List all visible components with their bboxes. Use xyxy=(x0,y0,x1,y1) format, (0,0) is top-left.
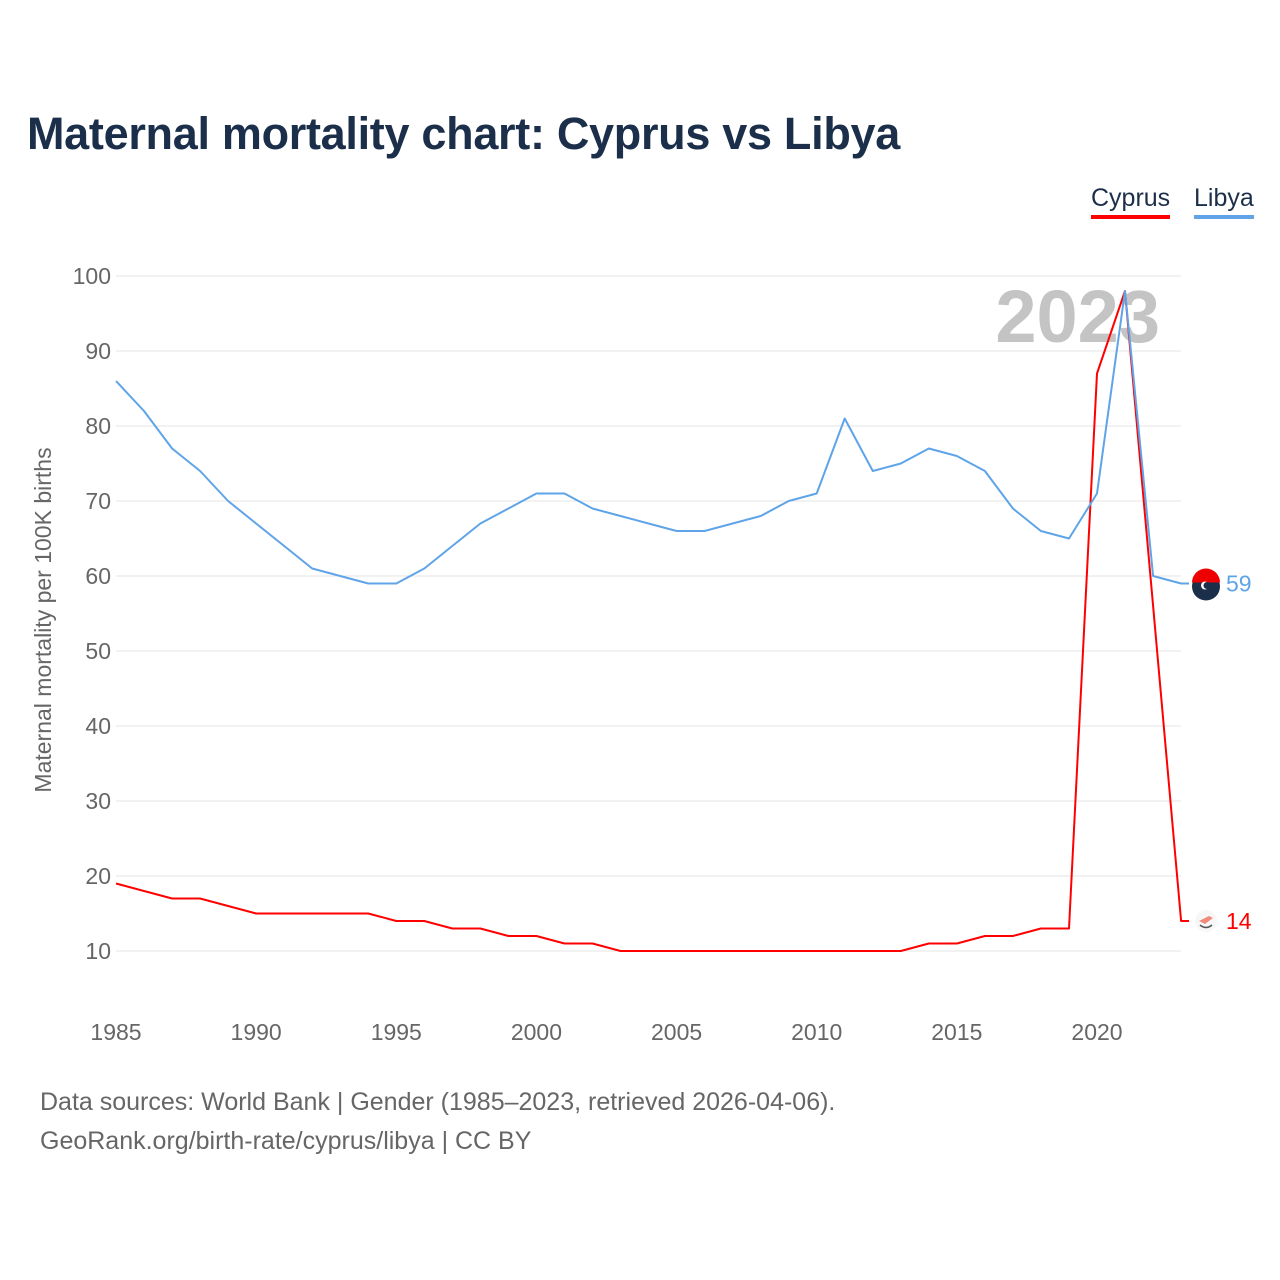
libya-flag-red-band xyxy=(1192,568,1220,583)
libya-flag-crescent-cut xyxy=(1203,582,1211,589)
x-tick-label: 1985 xyxy=(90,1019,141,1045)
y-tick-label: 10 xyxy=(85,938,111,964)
legend-cyprus[interactable]: Cyprus xyxy=(1091,184,1171,219)
chart-title: Maternal mortality chart: Cyprus vs Liby… xyxy=(27,108,900,159)
legend-libya[interactable]: Libya xyxy=(1194,184,1254,219)
y-tick-label: 100 xyxy=(73,263,111,289)
x-tick-label: 2005 xyxy=(651,1019,702,1045)
x-tick-label: 1995 xyxy=(371,1019,422,1045)
y-tick-label: 20 xyxy=(85,863,111,889)
cyprus-flag-island xyxy=(1199,916,1213,924)
y-tick-label: 60 xyxy=(85,563,111,589)
cyprus-flag-branches xyxy=(1199,924,1213,929)
y-tick-label: 80 xyxy=(85,413,111,439)
y-axis-label: Maternal mortality per 100K births xyxy=(30,447,56,792)
y-tick-label: 50 xyxy=(85,638,111,664)
year-watermark: 2023 xyxy=(995,275,1160,358)
x-tick-label: 1990 xyxy=(231,1019,282,1045)
footer-link[interactable]: GeoRank.org/birth-rate/cyprus/libya | CC… xyxy=(40,1127,532,1155)
end-value-label-cyprus: 14 xyxy=(1226,908,1252,934)
y-tick-label: 40 xyxy=(85,713,111,739)
series-line-cyprus xyxy=(115,290,1189,952)
line-chart: 10 20 30 40 50 60 70 80 90 100 1985 1990 1995 2000 200… xyxy=(30,263,1252,1045)
y-tick-label: 30 xyxy=(85,788,111,814)
x-tick-label: 2000 xyxy=(511,1019,562,1045)
end-value-label-libya: 59 xyxy=(1226,571,1252,597)
y-tick-label: 70 xyxy=(85,488,111,514)
x-tick-label: 2020 xyxy=(1071,1019,1122,1045)
y-tick-label: 90 xyxy=(85,338,111,364)
x-tick-label: 2015 xyxy=(931,1019,982,1045)
footer-sources: Data sources: World Bank | Gender (1985–… xyxy=(40,1088,836,1116)
x-tick-label: 2010 xyxy=(791,1019,842,1045)
series-line-libya xyxy=(115,290,1189,585)
